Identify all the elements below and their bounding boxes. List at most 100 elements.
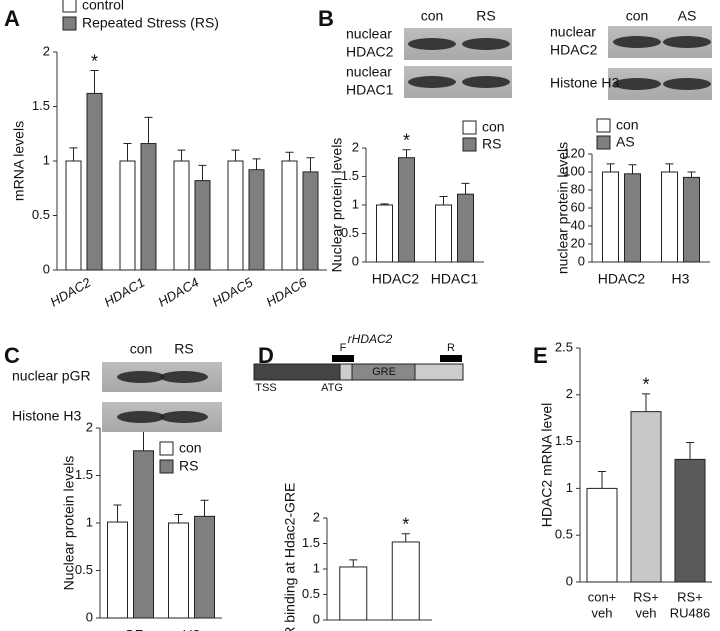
error-bar bbox=[306, 157, 315, 172]
y-tick-label: 80 bbox=[571, 181, 585, 196]
legend-label: con bbox=[482, 119, 505, 135]
blot-row-label: HDAC2 bbox=[550, 42, 598, 58]
legend-swatch bbox=[596, 118, 611, 133]
blot-band bbox=[408, 38, 456, 50]
blot-band bbox=[462, 76, 510, 88]
y-tick-label: 100 bbox=[563, 163, 585, 178]
y-tick-label: 0 bbox=[352, 253, 359, 268]
error-bar bbox=[461, 182, 470, 195]
bar bbox=[281, 160, 298, 271]
y-tick-label: 1 bbox=[566, 480, 573, 495]
panel-letter: E bbox=[533, 343, 548, 368]
y-tick-label: 0.5 bbox=[32, 207, 50, 222]
bar bbox=[168, 522, 189, 619]
x-tick-label: HDAC2 bbox=[598, 271, 646, 287]
y-tick-label: 2 bbox=[86, 419, 93, 434]
gene-name: rHDAC2 bbox=[348, 332, 393, 346]
y-tick-label: 2 bbox=[566, 386, 573, 401]
x-tick-label: RS bbox=[396, 629, 415, 631]
error-bar bbox=[402, 149, 411, 158]
error-bar bbox=[285, 151, 294, 161]
blot-band bbox=[613, 36, 661, 48]
bar bbox=[674, 458, 706, 583]
error-bar bbox=[90, 70, 99, 94]
legend-label: control bbox=[82, 0, 124, 13]
legend-swatch bbox=[596, 135, 611, 150]
legend-label: con bbox=[179, 440, 202, 456]
bar bbox=[630, 411, 662, 583]
legend-label: Repeated Stress (RS) bbox=[82, 15, 219, 31]
x-tick-label: RS+ bbox=[633, 589, 659, 604]
blot-row-label: HDAC2 bbox=[346, 44, 394, 60]
bar bbox=[133, 450, 154, 619]
y-axis-label: pGR binding at Hdac2-GRE bbox=[282, 483, 298, 631]
x-tick-label: veh bbox=[636, 605, 657, 620]
y-tick-label: 1 bbox=[86, 514, 93, 529]
panel-letter: A bbox=[4, 6, 20, 31]
bar bbox=[86, 92, 103, 271]
x-tick-label: con+ bbox=[588, 589, 617, 604]
bar bbox=[227, 160, 244, 271]
lane-label: RS bbox=[174, 341, 193, 357]
x-tick-label: veh bbox=[592, 605, 613, 620]
gene-segment bbox=[414, 363, 464, 381]
y-tick-label: 0 bbox=[578, 253, 585, 268]
error-bar bbox=[174, 513, 183, 523]
bar bbox=[624, 173, 641, 263]
legend-label: con bbox=[616, 117, 639, 133]
error-bar bbox=[598, 471, 606, 489]
error-bar bbox=[686, 442, 694, 460]
bar bbox=[661, 171, 678, 263]
error-bar bbox=[642, 393, 650, 412]
diagram-label: R bbox=[447, 342, 455, 354]
significance-star: * bbox=[403, 130, 410, 150]
y-tick-label: 1.5 bbox=[302, 535, 320, 550]
error-bar bbox=[177, 149, 186, 161]
legend-swatch bbox=[159, 459, 174, 474]
bar bbox=[302, 171, 319, 271]
x-tick-label: HDAC6 bbox=[264, 274, 310, 309]
y-tick-label: 0.5 bbox=[341, 225, 359, 240]
blot-band bbox=[160, 411, 208, 423]
bar bbox=[602, 171, 619, 263]
x-tick-label: H3 bbox=[183, 627, 201, 631]
y-axis-label: HDAC2 mRNA level bbox=[539, 403, 555, 527]
bar bbox=[65, 160, 82, 271]
legend-label: RS bbox=[482, 136, 501, 152]
error-bar bbox=[687, 171, 696, 178]
legend-swatch bbox=[159, 441, 174, 456]
error-bar bbox=[380, 203, 389, 205]
blot-row-label: Histone H3 bbox=[12, 408, 81, 424]
y-tick-label: 1.5 bbox=[75, 467, 93, 482]
error-bar bbox=[200, 499, 209, 517]
x-tick-label: HDAC4 bbox=[156, 275, 202, 310]
y-axis-label: Nuclear protein levels bbox=[61, 456, 77, 591]
lane-label: con bbox=[626, 8, 649, 24]
y-tick-label: 1 bbox=[352, 196, 359, 211]
diagram-label: TSS bbox=[255, 382, 276, 394]
lane-label: con bbox=[421, 8, 444, 24]
y-tick-label: 60 bbox=[571, 199, 585, 214]
y-tick-label: 0.5 bbox=[555, 527, 573, 542]
gene-segment bbox=[339, 363, 353, 381]
bar bbox=[683, 176, 700, 263]
bar bbox=[119, 160, 136, 271]
error-bar bbox=[628, 164, 637, 174]
blot-row-label: Histone H3 bbox=[550, 75, 619, 91]
y-tick-label: 2 bbox=[313, 509, 320, 524]
legend-swatch bbox=[462, 120, 477, 135]
blot-band bbox=[408, 76, 456, 88]
bar bbox=[391, 541, 420, 621]
panel-letter: C bbox=[4, 343, 20, 368]
blot-band bbox=[663, 78, 711, 90]
legend-label: RS bbox=[179, 458, 198, 474]
y-tick-label: 0 bbox=[566, 573, 573, 588]
diagram-label: F bbox=[340, 342, 347, 354]
bar bbox=[194, 180, 211, 271]
y-axis-label: Nuclear protein levels bbox=[329, 138, 345, 273]
bar bbox=[140, 143, 157, 271]
bar bbox=[173, 160, 190, 271]
y-tick-label: 1.5 bbox=[555, 433, 573, 448]
y-tick-label: 2 bbox=[43, 43, 50, 58]
y-tick-label: 1.5 bbox=[32, 98, 50, 113]
